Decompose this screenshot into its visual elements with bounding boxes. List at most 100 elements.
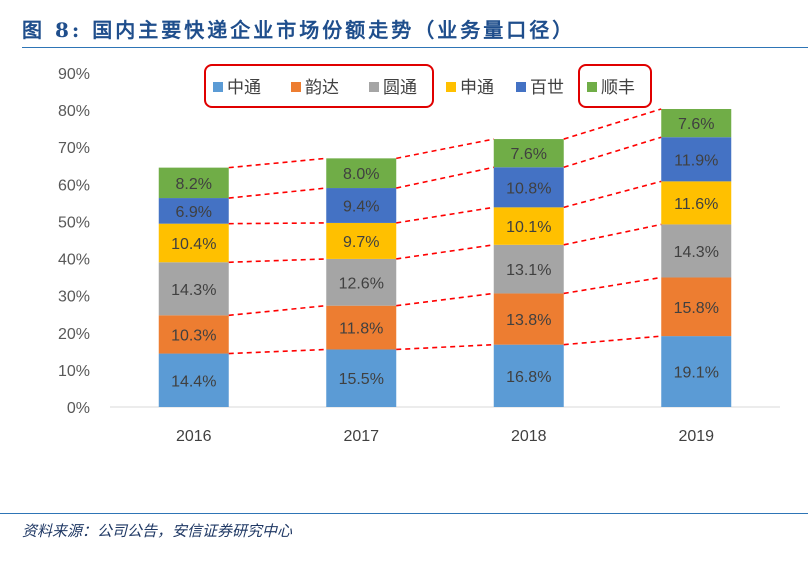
data-label: 11.6% [674,196,718,213]
data-label: 19.1% [674,365,719,382]
x-tick-label: 2019 [678,428,714,445]
y-tick-label: 40% [58,252,90,269]
legend-item: 百世 [516,78,564,97]
legend-item: 申通 [446,78,494,97]
connector-line [228,348,327,355]
bar-segment [661,336,732,407]
y-tick-label: 60% [58,177,90,194]
legend-label: 百世 [530,78,564,97]
connector-line [563,223,662,246]
legend-item: 圆通 [369,78,417,97]
legend-item: 韵达 [291,78,339,97]
bar-segment [158,198,229,224]
y-tick-label: 20% [58,326,90,343]
series-group: 10.4% 9.7% 10.1% 11.6% [158,181,732,263]
bar-segment [493,293,564,345]
bar-segment [326,305,397,350]
bar-segment [661,224,732,278]
connector-line [396,343,494,351]
y-tick-label: 90% [58,66,90,83]
connector-line [396,292,494,307]
stacked-bar-chart: 0%10%20%30%40%50%60%70%80%90%2016 2017 201… [58,64,780,445]
connector-lines [228,108,662,355]
bar-segment [326,258,397,306]
data-label: 10.3% [171,327,216,344]
data-label: 16.8% [506,369,551,386]
series-group: 14.3% 12.6% 13.1% 14.3% [158,224,732,316]
bar-segment [661,108,732,138]
figure-title: 图 8: 国内主要快递企业市场份额走势（业务量口径） [22,18,576,42]
bar-segment [326,158,397,189]
data-label: 13.8% [506,312,551,329]
data-label: 14.3% [171,282,216,299]
data-label: 14.4% [171,373,216,390]
bar-segment [661,277,732,337]
legend-label: 顺丰 [601,78,635,97]
connector-line [563,180,662,209]
legend-swatch [587,82,597,92]
legend-swatch [516,82,526,92]
data-label: 11.8% [339,321,383,338]
data-label: 12.6% [339,275,384,292]
legend-highlight-box [204,64,434,108]
series-group: 8.2% 8.0% 7.6% 7.6% [158,108,732,199]
connector-line [563,108,662,140]
y-tick-label: 50% [58,214,90,231]
series-group: 6.9% 9.4% 10.8% 11.9% [158,137,732,224]
data-label: 7.6% [511,146,547,163]
legend-label: 圆通 [383,78,417,97]
title-divider [22,47,808,48]
footer-divider [0,513,808,514]
legend-label: 韵达 [305,78,339,97]
y-axis: 0% 10% 20% 30% 40% 50% 60% 70% 80% 90% [58,66,90,417]
legend-swatch [291,82,301,92]
x-tick-label: 2016 [176,428,212,445]
series-group: 14.4% 15.5% 16.8% 19.1% [158,336,732,407]
bar-segment [158,167,229,199]
legend: 中通 韵达 圆通 申通 百世 顺丰 [204,64,652,108]
connector-line [228,258,327,264]
bar-segment [158,353,229,407]
bars: 14.4% 15.5% 16.8% 19.1% 10.3% 11.8% 13.8% 15.8%… [158,108,732,407]
bar-segment [158,223,229,263]
bar-segment [326,349,397,407]
connector-line [396,206,494,224]
data-label: 10.4% [171,236,216,253]
connector-line [563,136,662,169]
connector-line [396,166,494,189]
bar-segment [661,137,732,182]
connector-line [563,276,662,295]
bar-segment [493,167,564,208]
bar-segment [158,315,229,354]
connector-line [228,222,327,225]
data-label: 13.1% [506,262,551,279]
data-label: 9.4% [343,198,379,215]
bar-segment [493,139,564,168]
connector-line [396,138,494,160]
source-note: 资料来源：公司公告，安信证券研究中心 [22,522,293,540]
bar-segment [493,207,564,245]
bar-segment [493,344,564,407]
connector-line [228,304,327,317]
y-tick-label: 70% [58,140,90,157]
data-label: 9.7% [343,234,379,251]
connector-line [228,187,327,199]
y-tick-label: 10% [58,363,90,380]
data-label: 11.9% [674,152,718,169]
legend-label: 申通 [460,78,494,97]
data-label: 14.3% [674,244,719,261]
legend-highlight-box [578,64,652,108]
x-axis: 2016 2017 2018 2019 [176,428,714,445]
legend-item: 顺丰 [587,78,635,97]
data-label: 6.9% [176,204,212,221]
data-label: 8.0% [343,166,379,183]
data-label: 7.6% [678,116,714,133]
y-tick-label: 30% [58,289,90,306]
data-label: 15.5% [339,371,384,388]
connector-line [228,157,327,169]
data-label: 8.2% [176,176,212,193]
legend-swatch [213,82,223,92]
bar-segment [158,262,229,316]
y-tick-label: 0% [67,400,90,417]
